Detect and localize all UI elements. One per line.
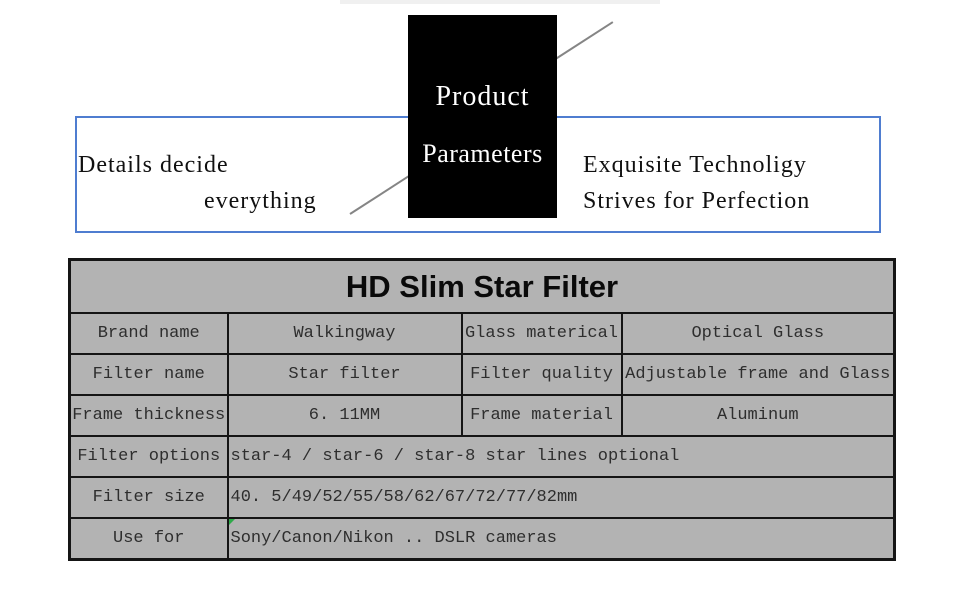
table-row: Use for Sony/Canon/Nikon .. DSLR cameras xyxy=(68,517,896,561)
table-row: Frame thickness 6. 11MM Frame material A… xyxy=(68,394,896,437)
spec-label: Frame material xyxy=(460,394,623,437)
right-slogan-line1: Exquisite Technoligy xyxy=(583,152,807,178)
spec-label: Filter options xyxy=(68,435,229,478)
spec-value: star-4 / star-6 / star-8 star lines opti… xyxy=(226,435,896,478)
connector-line-upper xyxy=(553,21,614,61)
spec-label: Filter name xyxy=(68,353,229,396)
spec-value: Optical Glass xyxy=(620,312,896,355)
cropped-banner-remnant xyxy=(340,0,660,4)
spec-table-title: HD Slim Star Filter xyxy=(68,258,896,314)
spec-value-text: Sony/Canon/Nikon .. DSLR cameras xyxy=(230,529,557,548)
product-parameters-title-line2: Parameters xyxy=(422,139,543,168)
spec-label: Filter quality xyxy=(460,353,623,396)
spec-value: Adjustable frame and Glass xyxy=(620,353,896,396)
spec-label: Use for xyxy=(68,517,229,561)
table-row: Filter options star-4 / star-6 / star-8 … xyxy=(68,435,896,478)
spec-table-container: HD Slim Star Filter Brand name Walkingwa… xyxy=(68,258,896,561)
spec-value: Walkingway xyxy=(226,312,463,355)
table-row: Filter name Star filter Filter quality A… xyxy=(68,353,896,396)
spec-value: Aluminum xyxy=(620,394,896,437)
product-parameters-box: Product Parameters xyxy=(408,15,557,218)
right-slogan-line2: Strives for Perfection xyxy=(583,188,811,214)
table-row: HD Slim Star Filter xyxy=(68,258,896,314)
left-slogan-line2: everything xyxy=(204,188,317,214)
table-row: Brand name Walkingway Glass materical Op… xyxy=(68,312,896,355)
table-row: Filter size 40. 5/49/52/55/58/62/67/72/7… xyxy=(68,476,896,519)
spec-label: Brand name xyxy=(68,312,229,355)
spec-label: Filter size xyxy=(68,476,229,519)
spec-value: 40. 5/49/52/55/58/62/67/72/77/82mm xyxy=(226,476,896,519)
spec-label: Frame thickness xyxy=(68,394,229,437)
spec-value: Sony/Canon/Nikon .. DSLR cameras xyxy=(226,517,896,561)
left-slogan-line1: Details decide xyxy=(78,152,229,178)
spec-table: HD Slim Star Filter Brand name Walkingwa… xyxy=(68,258,896,561)
cell-corner-marker-icon xyxy=(229,519,235,525)
spec-value: Star filter xyxy=(226,353,463,396)
spec-label: Glass materical xyxy=(460,312,623,355)
product-parameters-title-line1: Product xyxy=(435,81,530,112)
spec-value: 6. 11MM xyxy=(226,394,463,437)
